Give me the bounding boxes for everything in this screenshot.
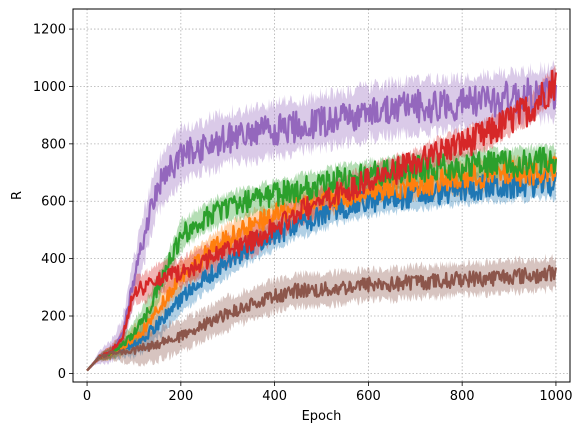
x-tick-label: 0 — [83, 389, 91, 404]
x-tick-label: 400 — [262, 389, 287, 404]
series-lines — [86, 69, 557, 372]
series-line — [86, 156, 557, 372]
series-line — [86, 170, 557, 372]
y-tick-label: 600 — [41, 195, 66, 210]
plot-frame — [72, 8, 571, 383]
y-tick-label: 1000 — [33, 80, 66, 95]
y-axis-label: R — [10, 191, 25, 200]
x-tick-label: 200 — [168, 389, 193, 404]
series-line — [86, 77, 557, 372]
series-line — [86, 264, 557, 372]
x-axis-label: Epoch — [302, 409, 342, 424]
y-tick-label: 400 — [41, 252, 66, 267]
x-tick-label: 1000 — [539, 389, 572, 404]
y-tick-label: 200 — [41, 310, 66, 325]
x-tick-label: 600 — [356, 389, 381, 404]
axis-ticks: 0 200 400 600 800 1000 0 200 400 600 800 1000 1200 — [33, 23, 573, 404]
x-tick-label: 800 — [450, 389, 475, 404]
y-tick-label: 800 — [41, 137, 66, 152]
y-tick-label: 0 — [58, 367, 66, 382]
series-line — [86, 69, 557, 372]
y-tick-label: 1200 — [33, 23, 66, 38]
